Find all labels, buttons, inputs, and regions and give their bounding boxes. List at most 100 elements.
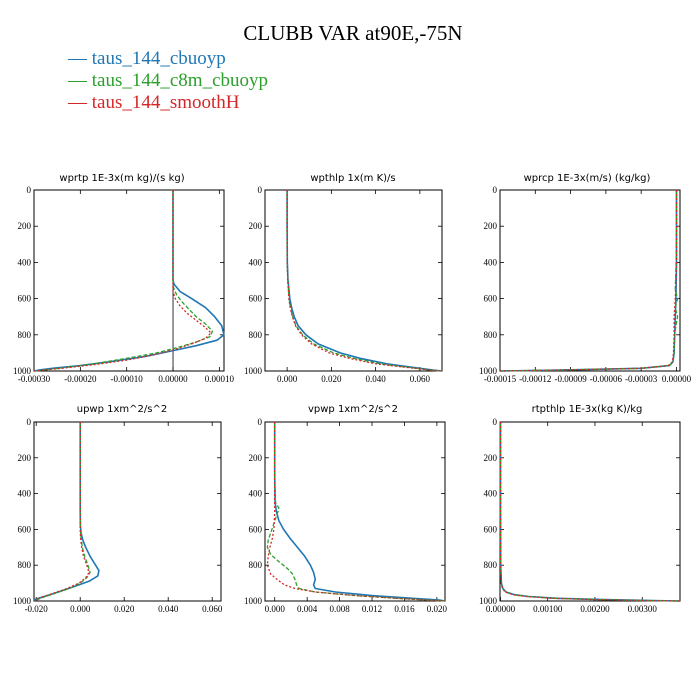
x-tick-label: 0.000 [70, 604, 91, 614]
y-tick-label: 400 [249, 257, 263, 267]
legend-entry-cbuoyp: — taus_144_cbuoyp [67, 48, 226, 69]
series-line-taus-144-cbuoyp [273, 422, 446, 602]
legend-entry-c8m-cbuoyp: — taus_144_c8m_cbuoyp [67, 70, 268, 91]
y-tick-label: 800 [249, 560, 263, 570]
series-line-taus-144-cbuoyp [499, 422, 681, 602]
y-tick-label: 200 [18, 221, 32, 231]
x-tick-label: -0.00012 [519, 374, 551, 384]
y-tick-label: 200 [249, 453, 263, 463]
x-tick-label: 0.00300 [628, 604, 658, 614]
series-line-taus-144-c8m-cbuoyp [286, 190, 443, 372]
y-tick-label: 200 [484, 453, 498, 463]
y-tick-label: 1000 [13, 596, 32, 606]
x-tick-label: 0.004 [297, 604, 318, 614]
series-line-taus-144-smoothh [499, 422, 681, 602]
panel-title: rtpthlp 1E-3x(kg K)/kg [532, 404, 643, 415]
y-tick-label: 400 [18, 257, 32, 267]
panel-title: wprtp 1E-3x(m kg)/(s kg) [59, 173, 184, 184]
y-tick-label: 400 [18, 489, 32, 499]
y-tick-label: 1000 [244, 366, 263, 376]
x-tick-label: 0.000 [265, 604, 286, 614]
series-line-taus-144-c8m-cbuoyp [33, 422, 91, 602]
plot-frame [33, 421, 222, 602]
plot-frame [33, 189, 225, 372]
legend-entry-smoothh: — taus_144_smoothH [67, 92, 240, 113]
panel-wprcp: wprcp 1E-3x(m/s) (kg/kg) 0 200 400 600 800 10… [479, 173, 692, 384]
y-tick-label: 800 [484, 560, 498, 570]
x-tick-label: 0.00010 [205, 374, 235, 384]
series-line-taus-144-smoothh [266, 422, 446, 602]
x-tick-label: 0.060 [410, 374, 431, 384]
series-line-taus-144-smoothh [33, 190, 212, 372]
y-tick-label: 1000 [244, 596, 263, 606]
plot-frame [499, 189, 681, 372]
series-line-taus-144-c8m-cbuoyp [266, 422, 446, 602]
x-tick-label: 0.00100 [533, 604, 563, 614]
y-tick-label: 0 [493, 417, 498, 427]
x-tick-label: -0.020 [25, 604, 49, 614]
x-tick-label: -0.00006 [590, 374, 623, 384]
series-line-taus-144-cbuoyp [499, 190, 678, 372]
y-tick-label: 0 [27, 185, 32, 195]
y-tick-label: 600 [249, 294, 263, 304]
x-tick-label: 0.016 [394, 604, 415, 614]
plot-frame [264, 421, 446, 602]
x-tick-label: -0.00010 [111, 374, 144, 384]
y-tick-label: 200 [18, 453, 32, 463]
x-tick-label: 0.008 [329, 604, 350, 614]
y-tick-label: 600 [484, 524, 498, 534]
y-tick-label: 0 [258, 417, 263, 427]
panel-upwp: upwp 1xm^2/s^2 0 200 400 600 800 1000-0.020 0.… [13, 404, 223, 614]
y-tick-label: 1000 [479, 366, 498, 376]
y-tick-label: 800 [18, 330, 32, 340]
y-tick-label: 600 [18, 524, 32, 534]
series-line-taus-144-c8m-cbuoyp [499, 422, 681, 602]
legend: — taus_144_cbuoyp — taus_144_c8m_cbuoyp … [67, 48, 268, 113]
y-tick-label: 0 [258, 185, 263, 195]
legend-dash: — [67, 70, 92, 91]
figure-title: CLUBB VAR at90E,-75N [243, 21, 462, 45]
legend-dash: — [67, 48, 92, 69]
y-tick-label: 200 [484, 221, 498, 231]
series-line-taus-144-cbuoyp [286, 190, 443, 372]
x-tick-label: 0.040 [366, 374, 387, 384]
y-tick-label: 600 [484, 294, 498, 304]
legend-label: taus_144_c8m_cbuoyp [92, 70, 268, 91]
legend-dash: — [67, 92, 92, 113]
x-tick-label: -0.00020 [64, 374, 97, 384]
y-tick-label: 400 [249, 489, 263, 499]
x-tick-label: 0.020 [114, 604, 135, 614]
x-tick-label: -0.00030 [18, 374, 51, 384]
x-tick-label: 0.012 [362, 604, 382, 614]
panel-title: wprcp 1E-3x(m/s) (kg/kg) [524, 173, 651, 184]
y-tick-label: 600 [18, 294, 32, 304]
y-tick-label: 800 [18, 560, 32, 570]
x-tick-label: 0.00000 [158, 374, 188, 384]
legend-label: taus_144_cbuoyp [92, 48, 226, 69]
plot-frame [264, 189, 443, 372]
x-tick-label: 0.00000 [662, 374, 692, 384]
x-tick-label: 0.00000 [486, 604, 516, 614]
x-tick-label: -0.00015 [484, 374, 517, 384]
series-line-taus-144-c8m-cbuoyp [33, 190, 214, 372]
legend-label: taus_144_smoothH [92, 92, 240, 113]
series-line-taus-144-cbuoyp [33, 190, 225, 372]
y-tick-label: 0 [27, 417, 32, 427]
x-tick-label: 0.020 [427, 604, 448, 614]
panel-rtpthlp: rtpthlp 1E-3x(kg K)/kg 0 200 400 600 800 1000… [479, 404, 681, 614]
plot-frame [499, 421, 681, 602]
panel-title: upwp 1xm^2/s^2 [77, 404, 167, 415]
y-tick-label: 800 [484, 330, 498, 340]
x-tick-label: 0.00200 [580, 604, 610, 614]
x-tick-label: -0.00009 [554, 374, 587, 384]
panel-wprtp: wprtp 1E-3x(m kg)/(s kg) 0 200 400 600 800 10… [13, 173, 234, 384]
series-line-taus-144-c8m-cbuoyp [499, 190, 679, 372]
x-tick-label: 0.040 [158, 604, 179, 614]
series-line-taus-144-smoothh [499, 190, 678, 372]
x-tick-label: 0.000 [277, 374, 298, 384]
y-tick-label: 600 [249, 524, 263, 534]
y-tick-label: 1000 [13, 366, 32, 376]
panel-title: vpwp 1xm^2/s^2 [308, 404, 398, 415]
